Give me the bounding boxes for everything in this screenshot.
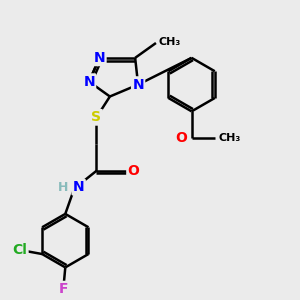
- Text: O: O: [175, 131, 187, 145]
- Text: H: H: [58, 181, 68, 194]
- Text: N: N: [83, 75, 95, 88]
- Text: F: F: [59, 282, 69, 296]
- Text: S: S: [92, 110, 101, 124]
- Text: Cl: Cl: [12, 243, 27, 256]
- Text: N: N: [132, 78, 144, 92]
- Text: CH₃: CH₃: [218, 133, 241, 143]
- Text: N: N: [73, 180, 85, 194]
- Text: CH₃: CH₃: [158, 37, 181, 46]
- Text: N: N: [94, 51, 105, 65]
- Text: O: O: [128, 164, 140, 178]
